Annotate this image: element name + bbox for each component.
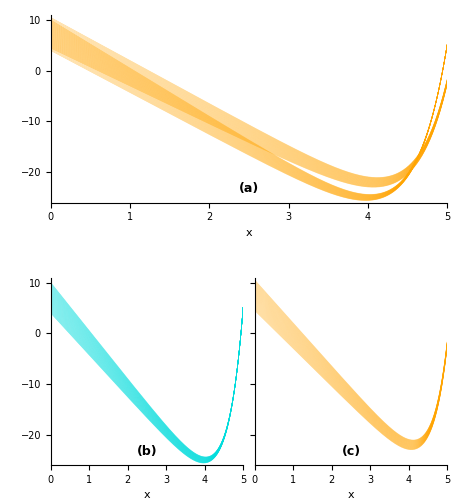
X-axis label: x: x xyxy=(348,490,354,500)
Text: (a): (a) xyxy=(239,182,259,196)
Text: (c): (c) xyxy=(342,445,361,458)
X-axis label: x: x xyxy=(144,490,150,500)
Text: (b): (b) xyxy=(136,445,157,458)
X-axis label: x: x xyxy=(246,228,252,238)
